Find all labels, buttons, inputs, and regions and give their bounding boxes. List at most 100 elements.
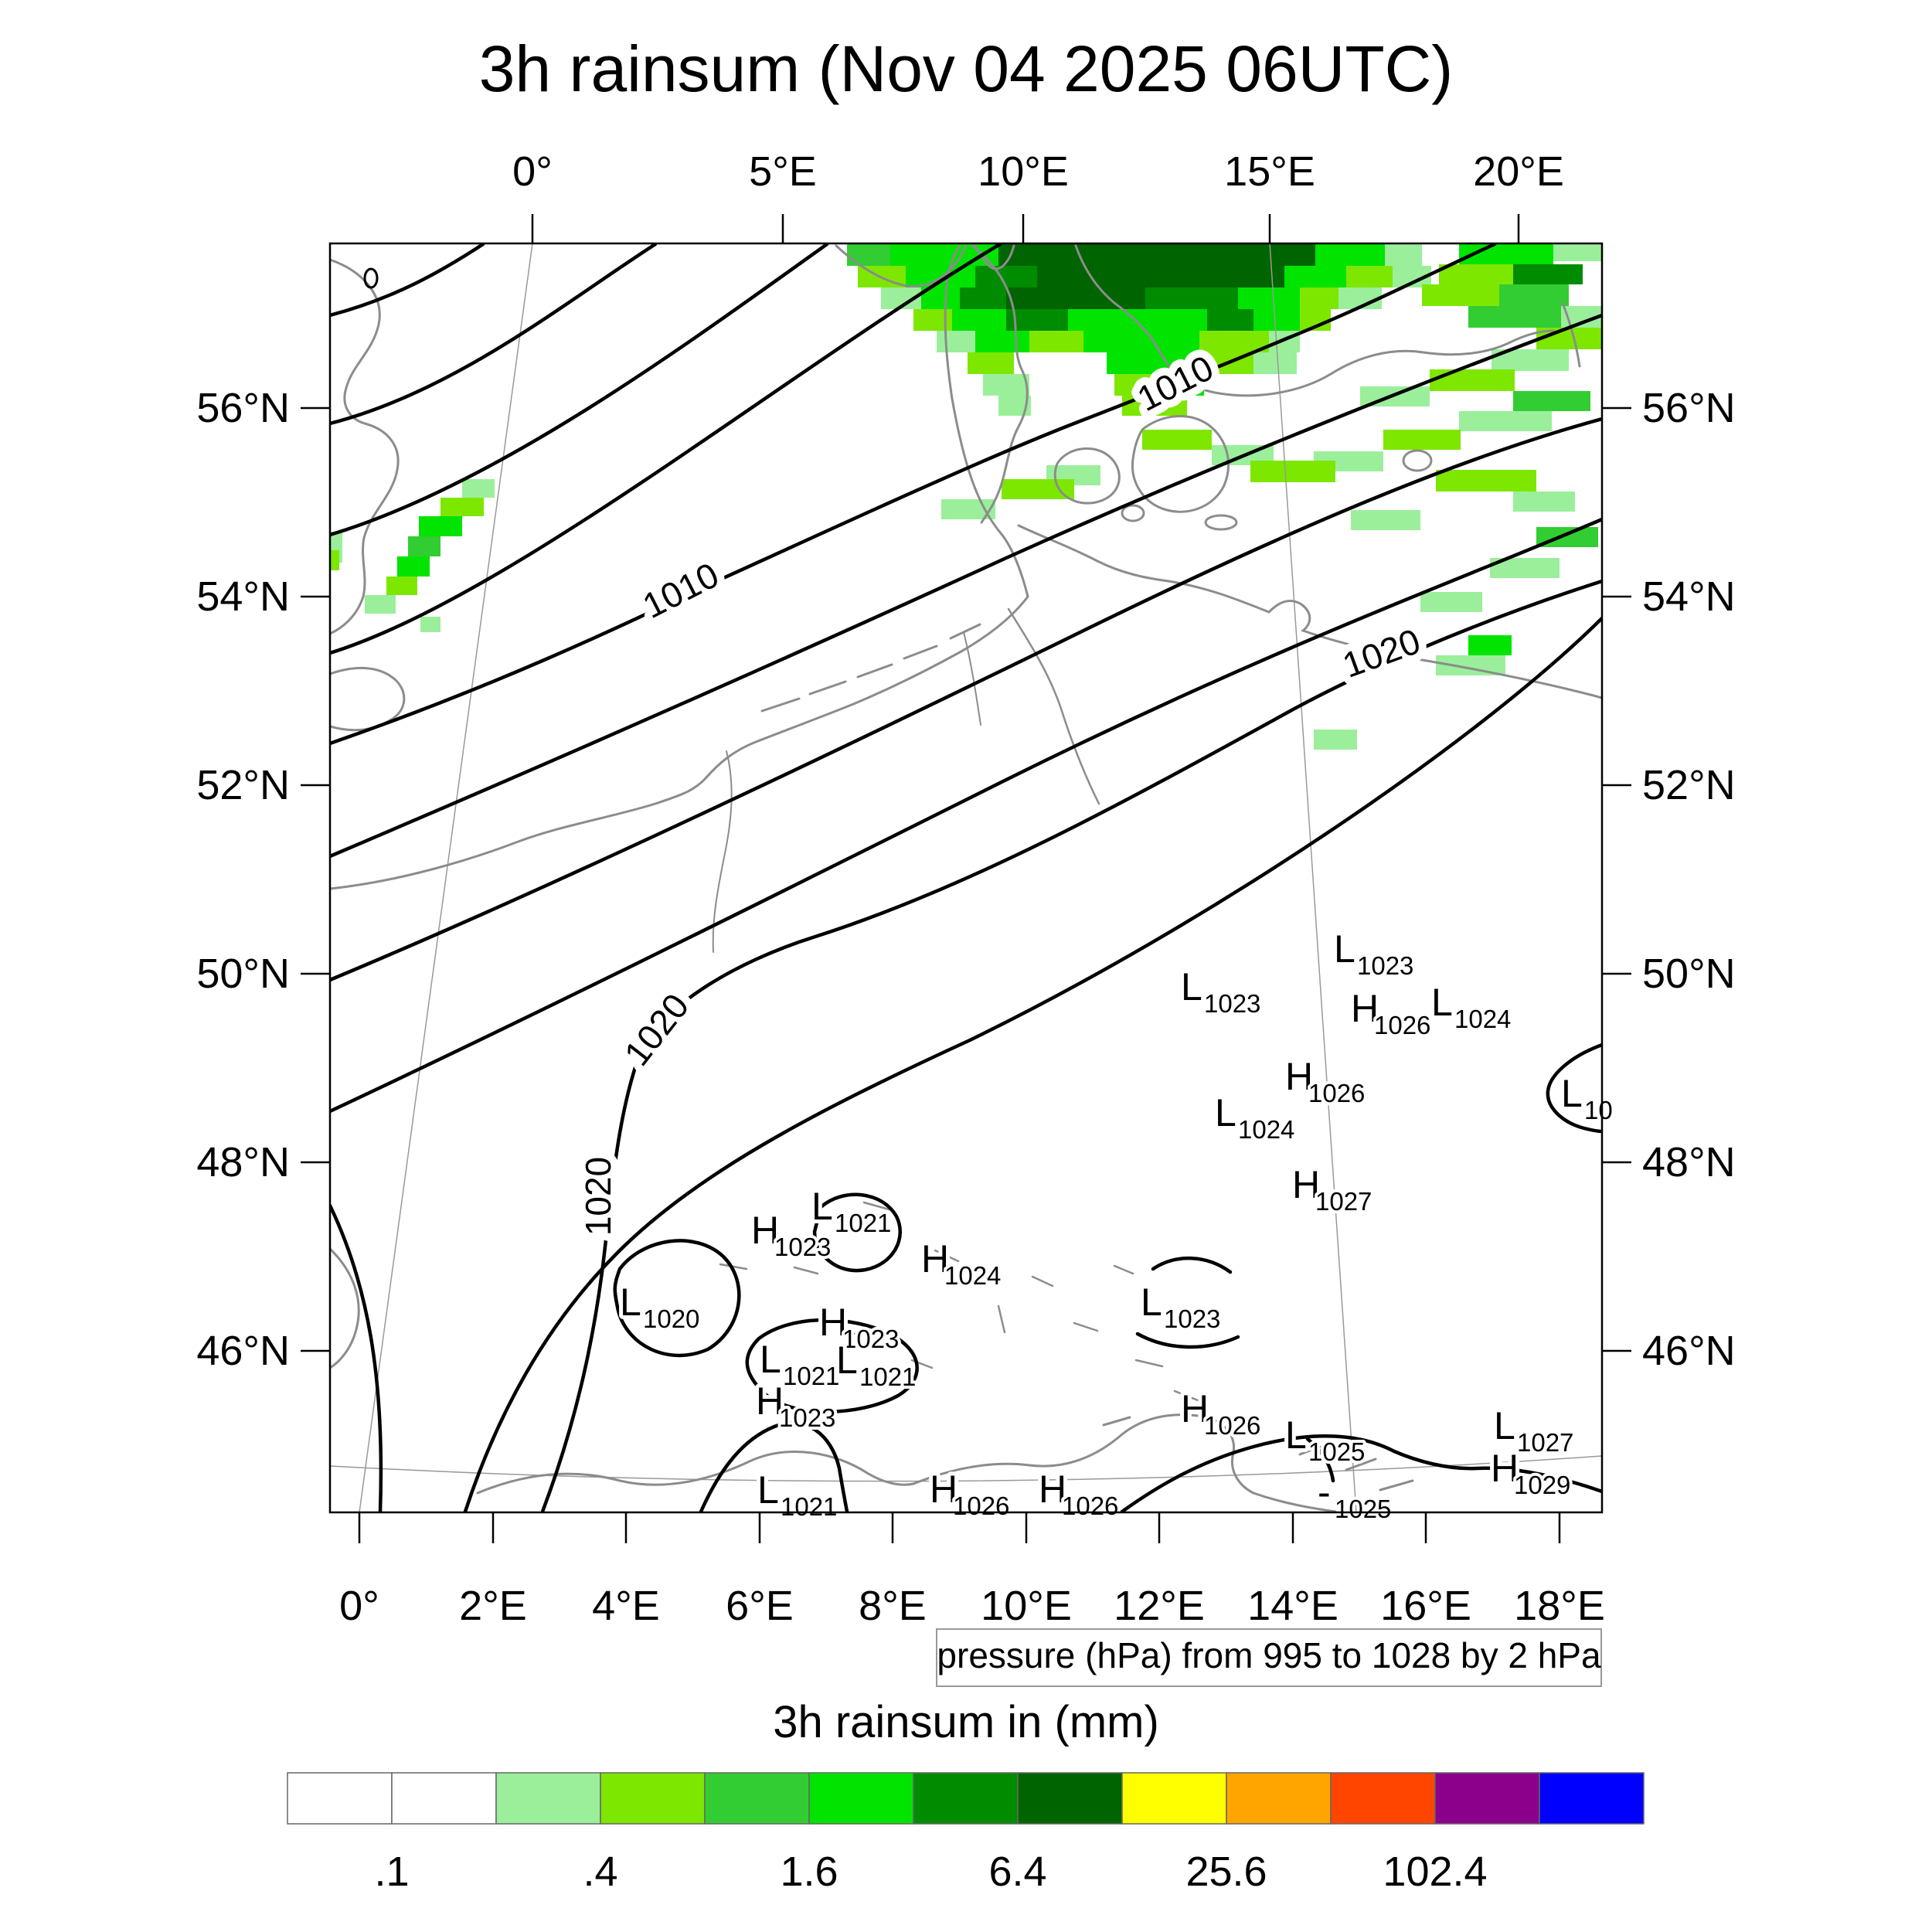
colorbar-cell xyxy=(287,1772,393,1825)
pressure-center-letter: H xyxy=(921,1237,949,1281)
pressure-center-value: 1020 xyxy=(643,1304,699,1333)
pressure-center-label: L 1020 xyxy=(616,1277,702,1336)
bottom-axis-tick-label: 8°E xyxy=(859,1583,927,1629)
rain-cell xyxy=(1238,287,1300,309)
isobar-value-label: 1020 xyxy=(616,986,696,1073)
colorbar-title: 3h rainsum in (mm) xyxy=(773,1697,1159,1747)
pressure-center-letter: L xyxy=(1141,1281,1162,1324)
pressure-center-value: 1023 xyxy=(774,1233,831,1261)
rain-cell xyxy=(968,352,1014,374)
map-frame xyxy=(328,242,1604,1514)
rain-cell xyxy=(1002,479,1074,499)
colorbar: .1 .4 1.6 6.4 25.6 102.4 xyxy=(287,1772,1645,1895)
pressure-center-label: L 1023 xyxy=(1177,961,1264,1021)
pressure-center-letter: L xyxy=(1215,1091,1236,1134)
colorbar-threshold-label: 25.6 xyxy=(1185,1849,1267,1895)
pressure-center-label: L 10 xyxy=(1557,1068,1616,1128)
pressure-center-letter: H xyxy=(1292,1163,1320,1206)
colorbar-cell xyxy=(391,1772,497,1825)
pressure-center-label: -1025 xyxy=(1314,1467,1394,1526)
rain-cell xyxy=(960,287,1006,309)
parallel-44N xyxy=(330,1455,1602,1482)
left-axis-tick-label: 52°N xyxy=(196,762,290,808)
rain-cell xyxy=(1513,391,1590,411)
rain-cell xyxy=(386,577,417,595)
pressure-center-letter: L xyxy=(811,1185,833,1228)
left-axis-tick-label: 48°N xyxy=(196,1139,290,1185)
rain-cell xyxy=(975,331,1029,352)
rain-cell xyxy=(1250,461,1335,482)
pressure-center-letter: H xyxy=(756,1379,784,1423)
bottom-axis-tick-label: 10°E xyxy=(981,1583,1072,1629)
pressure-center-value: 10 xyxy=(1584,1096,1613,1124)
top-axis-tick-label: 20°E xyxy=(1473,148,1564,195)
bottom-axis-tick-label: 18°E xyxy=(1514,1583,1605,1629)
colorbar-cell xyxy=(600,1772,706,1825)
colorbar-cell xyxy=(1434,1772,1540,1825)
pressure-center-value: 1027 xyxy=(1517,1428,1573,1457)
pressure-caption-text: pressure (hPa) from 995 to 1028 by 2 hPa xyxy=(937,1635,1601,1675)
pressure-center-value: 1026 xyxy=(953,1492,1009,1520)
rain-cell xyxy=(952,309,1006,331)
rain-cell xyxy=(1430,369,1515,391)
pressure-center-value: 1021 xyxy=(859,1362,916,1391)
pressure-center-letter: H xyxy=(1039,1468,1066,1511)
rain-cell xyxy=(420,617,440,632)
top-axis-tick-label: 5°E xyxy=(749,148,817,195)
pressure-center-value: 1023 xyxy=(1204,989,1260,1018)
right-axis-tick-label: 52°N xyxy=(1642,762,1736,808)
colorbar-cell xyxy=(1539,1772,1645,1825)
colorbar-threshold-label: 1.6 xyxy=(780,1849,838,1895)
rain-shading-layer xyxy=(330,244,1602,750)
top-axis-tick-label: 10°E xyxy=(978,148,1069,195)
rain-cell xyxy=(1314,730,1357,750)
rain-cell xyxy=(1006,287,1145,309)
rain-cell xyxy=(1145,287,1238,309)
pressure-center-value: 1023 xyxy=(842,1325,899,1353)
rain-cell xyxy=(1346,266,1393,287)
pressure-center-value: 1026 xyxy=(1374,1011,1430,1039)
axis-ticks-layer: 0° 5°E 10°E 15°E 20°E0° 2°E 4°E 6°E 8°E 10°E 12°E 1… xyxy=(196,148,1735,1629)
pressure-center-label: L 1021 xyxy=(808,1181,894,1240)
page-title: 3h rainsum (Nov 04 2025 06UTC) xyxy=(479,32,1454,105)
pressure-center-value: 1026 xyxy=(1204,1411,1260,1440)
rain-cell xyxy=(1385,244,1422,266)
rain-cell xyxy=(1253,352,1297,374)
rain-cell xyxy=(1068,309,1207,331)
rain-cell xyxy=(941,499,995,519)
pressure-center-letter: L xyxy=(1181,965,1202,1009)
colorbar-threshold-label: 6.4 xyxy=(988,1849,1046,1895)
bottom-axis-tick-label: 12°E xyxy=(1114,1583,1205,1629)
isobar-layer xyxy=(330,243,1602,1512)
pressure-center-letter: L xyxy=(757,1468,779,1512)
pressure-center-label: L 1027 xyxy=(1490,1400,1577,1460)
colorbar-cell xyxy=(913,1772,1019,1825)
pressure-center-label: L 1025 xyxy=(1281,1410,1368,1469)
pressure-center-letter: L xyxy=(1494,1404,1515,1447)
rain-cell xyxy=(847,244,890,266)
pressure-center-letter: H xyxy=(930,1468,957,1511)
bottom-axis-tick-label: 14°E xyxy=(1247,1583,1338,1629)
rain-cell xyxy=(1037,266,1284,287)
rain-cell xyxy=(1499,284,1569,306)
pressure-center-letter: L xyxy=(1561,1072,1583,1115)
pressure-center-letter: L xyxy=(1431,981,1453,1024)
coastline-layer xyxy=(330,244,1602,1512)
pressure-center-value: 1021 xyxy=(835,1209,891,1237)
right-axis-tick-label: 50°N xyxy=(1642,951,1736,997)
pressure-center-value: 1023 xyxy=(779,1403,835,1432)
rain-cell xyxy=(983,374,1029,396)
colorbar-cell xyxy=(1226,1772,1332,1825)
pressure-center-label: L 1024 xyxy=(1211,1087,1298,1147)
rain-cell xyxy=(1436,470,1536,492)
rain-cell xyxy=(1422,284,1499,306)
rain-cell xyxy=(1253,309,1300,331)
rain-cell xyxy=(419,516,462,536)
isobar-value-label: 1010 xyxy=(636,554,725,626)
